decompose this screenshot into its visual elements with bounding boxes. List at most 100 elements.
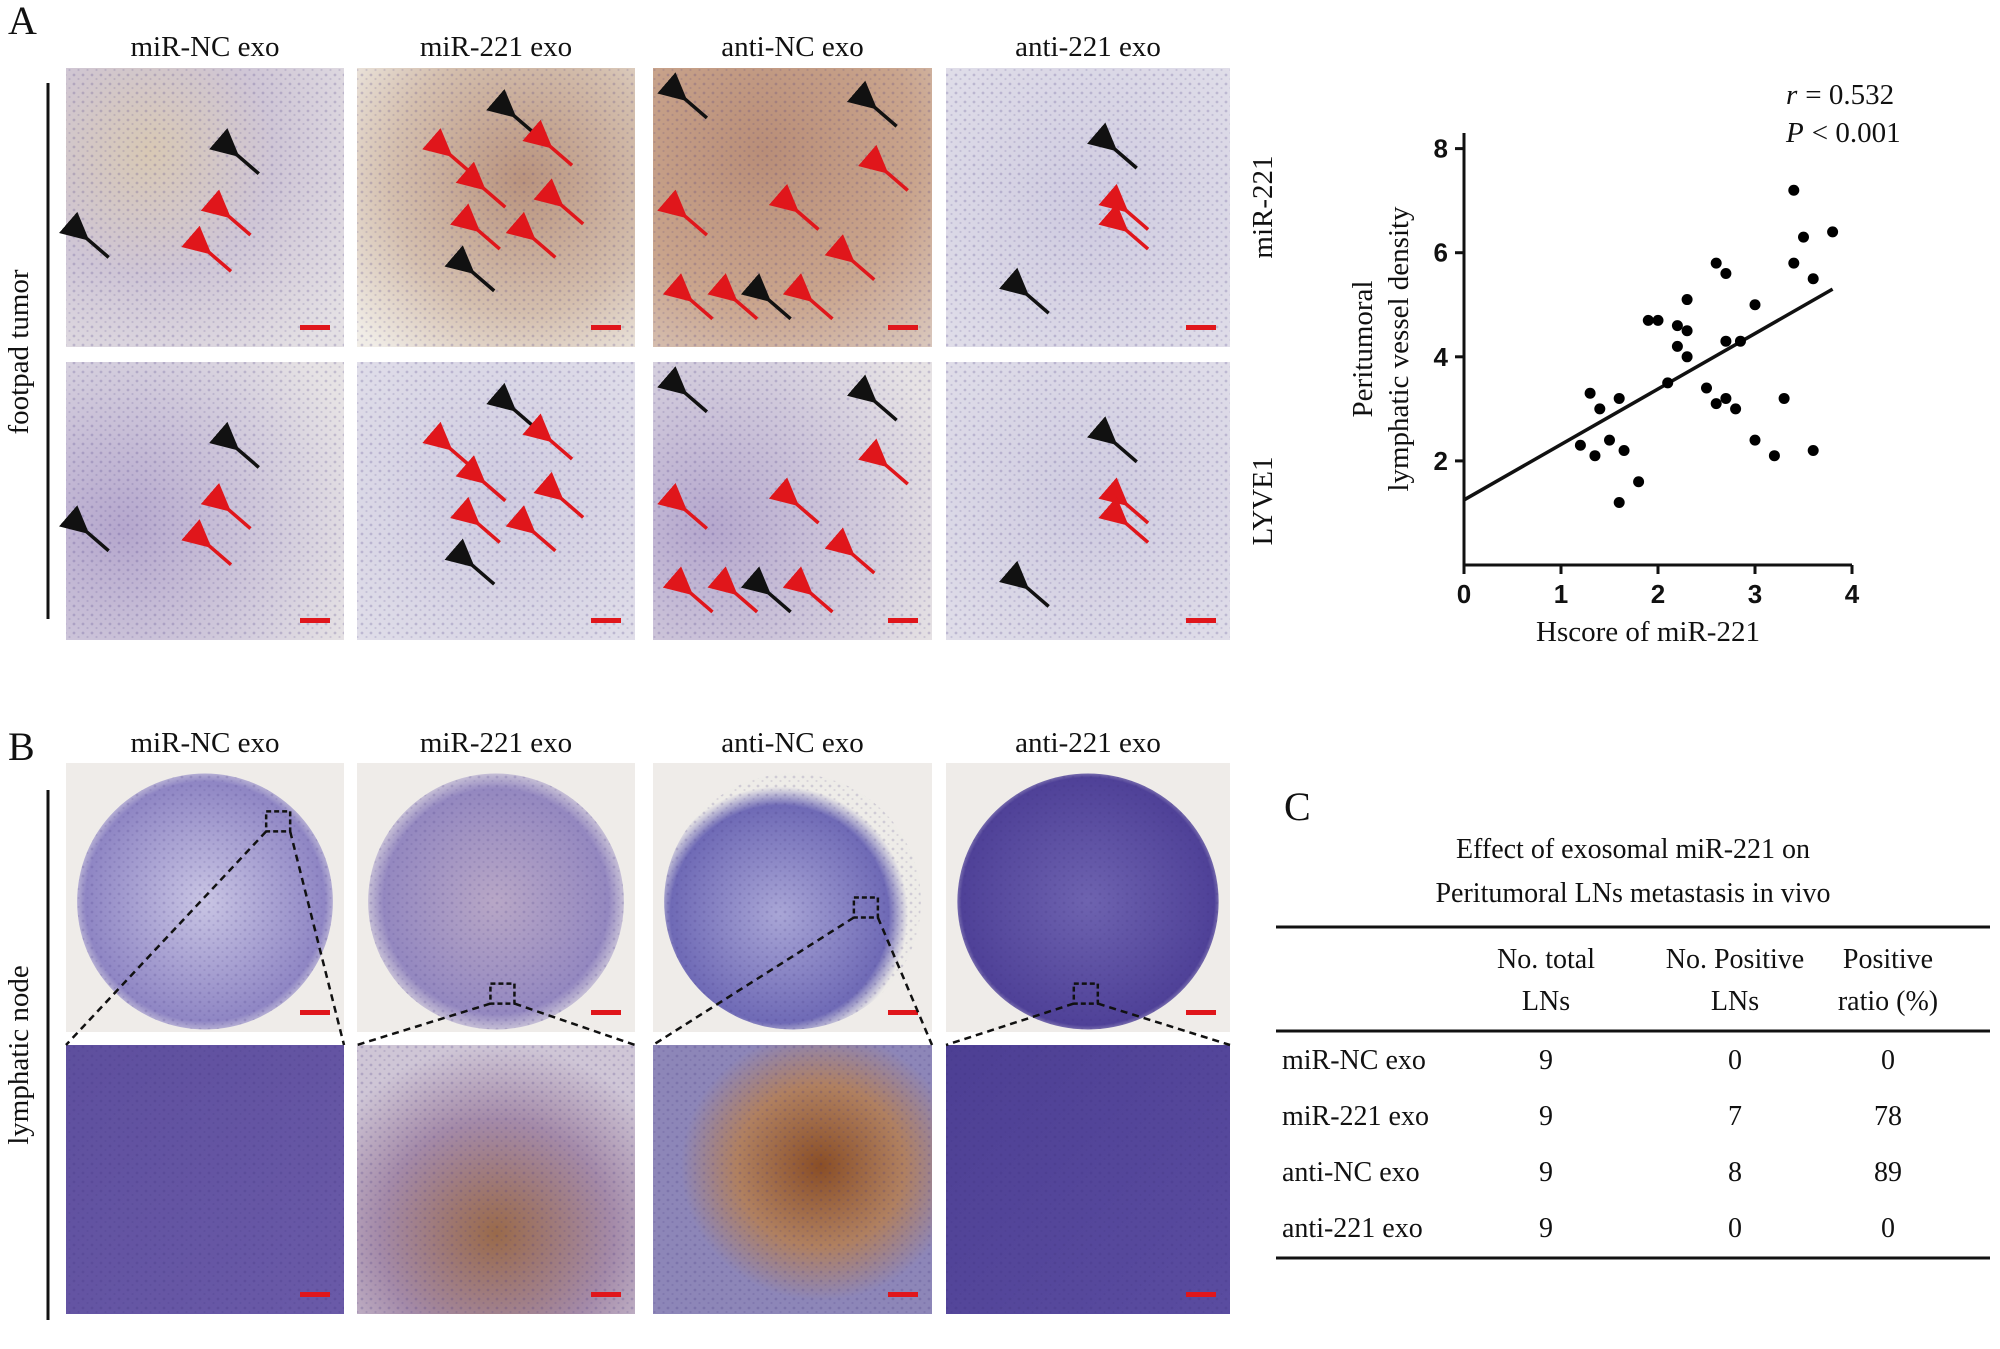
annotation-text: = 0.532 [1805,79,1894,111]
arrow [657,189,709,237]
arrow [740,273,792,321]
zoom-line [945,1002,1075,1047]
micrograph-texture [946,68,1230,347]
table-cell: 0 [1728,1213,1742,1244]
arrow [657,482,709,530]
zoom-line [514,1002,636,1047]
arrow [1098,477,1150,525]
arrow [522,413,574,461]
arrow [858,438,909,486]
arrow [209,128,260,176]
panel-label: A [8,0,37,43]
table-header: Positive [1843,944,1933,975]
x-tick-label: 1 [1554,579,1568,609]
arrow [707,273,759,321]
arrow [455,161,507,209]
arrow [1098,203,1150,251]
table-row-label: miR-NC exo [1282,1045,1426,1076]
arrow [707,566,759,614]
arrow [200,482,252,530]
column-header: anti-NC exo [721,727,864,759]
point [1734,335,1746,347]
micrograph-texture [66,1045,344,1314]
point [1749,299,1761,311]
arrow [444,245,496,293]
arrow [998,560,1050,608]
zoom-line [652,916,855,1047]
table-cell: 9 [1539,1213,1553,1244]
scale-bar [591,618,621,623]
point [1618,444,1630,456]
point [1613,392,1625,404]
table-cell: 89 [1874,1157,1902,1188]
arrow [58,505,110,553]
scale-bar [1186,1292,1216,1297]
micrograph-texture [66,68,344,347]
y-tick-label: 4 [1434,342,1449,372]
point [1768,450,1780,462]
annotation: P < 0.001 [1785,117,1901,149]
point [1788,257,1800,269]
arrow [1087,122,1138,170]
zoom-box [1072,982,1100,1005]
point [1710,257,1722,269]
arrow [768,183,820,231]
point [1652,314,1664,326]
arrow [58,211,110,259]
arrow [450,203,501,251]
arrow [505,211,557,259]
arrow [200,189,252,237]
point [1613,497,1625,509]
annotation: r = 0.532 [1786,79,1894,111]
point [1604,434,1615,446]
table-cell: 0 [1728,1045,1742,1076]
panel-label: C [1284,784,1311,829]
point [1681,351,1693,363]
micrograph-texture [653,1045,932,1314]
point [1589,450,1601,462]
y-axis-title: Peritumoral [1347,281,1379,418]
table-title: Peritumoral LNs metastasis in vivo [1435,878,1830,909]
table-header: LNs [1522,986,1570,1017]
x-tick-label: 2 [1651,579,1665,609]
arrow [533,471,585,519]
scale-bar [888,325,918,330]
panel-label: B [8,724,35,769]
arrow [181,225,233,273]
table-header: No. total [1497,944,1595,975]
point [1749,434,1761,446]
point [1778,392,1790,404]
micrograph-texture [946,1045,1230,1314]
annotation-symbol: r [1786,79,1798,111]
point [1720,335,1732,347]
side-label: footpad tumor [3,269,35,434]
row-label: miR-221 [1247,155,1279,258]
point [1730,403,1742,415]
point [1594,403,1606,415]
column-header: anti-221 exo [1015,31,1161,63]
scale-bar [1186,618,1216,623]
point [1788,184,1800,196]
point [1807,444,1819,456]
point [1798,231,1809,243]
x-axis-title: Hscore of miR-221 [1536,616,1760,648]
micrograph-texture [66,362,344,640]
trend-line [1463,287,1834,502]
side-label: lymphatic node [3,965,35,1145]
arrow [444,538,496,586]
point [1681,325,1693,337]
micrograph-texture [946,362,1230,640]
table-row-label: anti-221 exo [1282,1213,1423,1244]
annotation-text: < 0.001 [1812,117,1901,149]
column-header: anti-NC exo [721,31,864,63]
arrow [740,566,792,614]
arrow [533,178,585,226]
point [1642,314,1654,326]
arrow [824,527,876,575]
arrow [657,366,709,414]
zoom-box [264,810,292,833]
scale-bar [300,1292,330,1297]
column-header: miR-221 exo [420,31,572,63]
y-tick-label: 6 [1434,238,1448,268]
